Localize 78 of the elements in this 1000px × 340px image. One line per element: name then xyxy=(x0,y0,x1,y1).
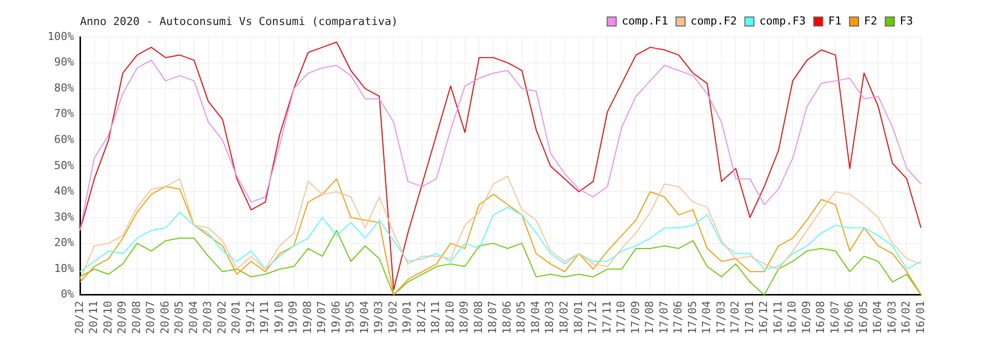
x-tick-label: 17/10 xyxy=(614,300,628,334)
x-tick-label: 20/06 xyxy=(158,300,172,334)
y-tick-label: 40% xyxy=(54,184,74,198)
x-tick-label: 20/11 xyxy=(87,300,100,334)
x-tick-label: 20/07 xyxy=(144,300,158,334)
x-tick-label: 19/01 xyxy=(400,300,414,334)
y-tick-label: 20% xyxy=(54,236,74,250)
y-tick-label: 70% xyxy=(54,107,74,120)
x-tick-label: 18/04 xyxy=(528,300,542,334)
y-tick-label: 90% xyxy=(54,56,74,69)
y-tick-label: 50% xyxy=(54,158,74,172)
x-tick-label: 18/07 xyxy=(486,300,500,334)
y-tick-label: 30% xyxy=(54,210,74,224)
x-tick-label: 16/09 xyxy=(800,300,813,334)
legend-label: comp.F3 xyxy=(759,14,806,28)
x-tick-label: 18/12 xyxy=(414,300,428,334)
x-tick-label: 17/11 xyxy=(600,300,614,334)
x-tick-label: 20/05 xyxy=(172,300,186,334)
x-tick-label: 18/09 xyxy=(458,300,471,334)
x-tick-label: 20/01 xyxy=(230,300,243,334)
x-tick-label: 20/04 xyxy=(186,300,200,334)
legend-label: F2 xyxy=(864,14,878,28)
x-tick-label: 18/03 xyxy=(543,300,556,334)
x-tick-label: 20/09 xyxy=(116,300,129,334)
x-tick-label: 18/08 xyxy=(472,300,485,334)
legend-label: comp.F1 xyxy=(622,14,668,28)
x-tick-label: 17/02 xyxy=(728,300,742,334)
x-tick-label: 17/01 xyxy=(742,300,756,334)
x-tick-label: 17/07 xyxy=(657,300,670,334)
x-tick-label: 16/04 xyxy=(871,300,884,334)
x-tick-label: 16/07 xyxy=(828,300,842,334)
x-tick-label: 16/12 xyxy=(757,300,770,334)
x-tick-label: 16/08 xyxy=(814,300,828,334)
x-tick-label: 20/10 xyxy=(101,300,114,334)
x-tick-label: 19/05 xyxy=(344,300,357,334)
x-tick-label: 17/09 xyxy=(628,300,642,334)
x-tick-label: 17/05 xyxy=(686,300,699,334)
x-tick-label: 18/05 xyxy=(514,300,528,334)
x-tick-label: 19/11 xyxy=(258,300,272,334)
x-tick-label: 20/12 xyxy=(72,300,86,334)
x-tick-label: 19/08 xyxy=(300,300,314,334)
x-tick-label: 19/06 xyxy=(329,300,342,334)
x-tick-label: 16/01 xyxy=(914,300,927,334)
x-tick-label: 16/06 xyxy=(842,300,856,334)
y-tick-label: 10% xyxy=(54,262,74,275)
x-tick-label: 19/02 xyxy=(386,300,400,334)
x-tick-label: 20/02 xyxy=(215,300,228,334)
x-tick-label: 17/04 xyxy=(700,300,714,334)
chart-title: Anno 2020 - Autoconsumi Vs Consumi (comparativa) xyxy=(80,15,398,28)
x-tick-label: 16/10 xyxy=(786,300,799,334)
x-tick-label: 20/08 xyxy=(130,300,143,334)
x-tick-label: 17/12 xyxy=(586,300,600,334)
y-tick-label: 0% xyxy=(60,288,74,301)
x-tick-label: 19/07 xyxy=(315,300,328,334)
x-tick-label: 17/08 xyxy=(643,300,656,334)
x-tick-label: 19/12 xyxy=(244,300,257,334)
x-tick-label: 18/06 xyxy=(500,300,514,334)
legend-label: F3 xyxy=(900,14,914,28)
y-tick-label: 60% xyxy=(54,133,74,146)
y-tick-label: 100% xyxy=(48,30,74,43)
x-tick-label: 16/05 xyxy=(856,300,870,334)
y-tick-label: 80% xyxy=(54,81,74,94)
x-tick-label: 16/02 xyxy=(900,300,913,334)
x-tick-label: 17/06 xyxy=(672,300,685,334)
x-tick-label: 19/03 xyxy=(372,300,386,334)
x-tick-label: 17/03 xyxy=(714,300,728,334)
x-tick-label: 19/09 xyxy=(286,300,300,334)
x-tick-label: 16/11 xyxy=(771,300,784,334)
x-tick-label: 18/02 xyxy=(558,300,571,334)
x-tick-label: 18/11 xyxy=(429,300,442,334)
legend-label: comp.F2 xyxy=(690,14,737,28)
x-tick-label: 20/03 xyxy=(201,300,214,334)
x-tick-label: 19/04 xyxy=(358,300,371,334)
x-tick-label: 18/01 xyxy=(572,300,585,334)
x-tick-label: 18/10 xyxy=(443,300,456,334)
x-tick-label: 19/10 xyxy=(272,300,286,334)
x-tick-label: 16/03 xyxy=(885,300,898,334)
legend-label: F1 xyxy=(828,14,842,28)
